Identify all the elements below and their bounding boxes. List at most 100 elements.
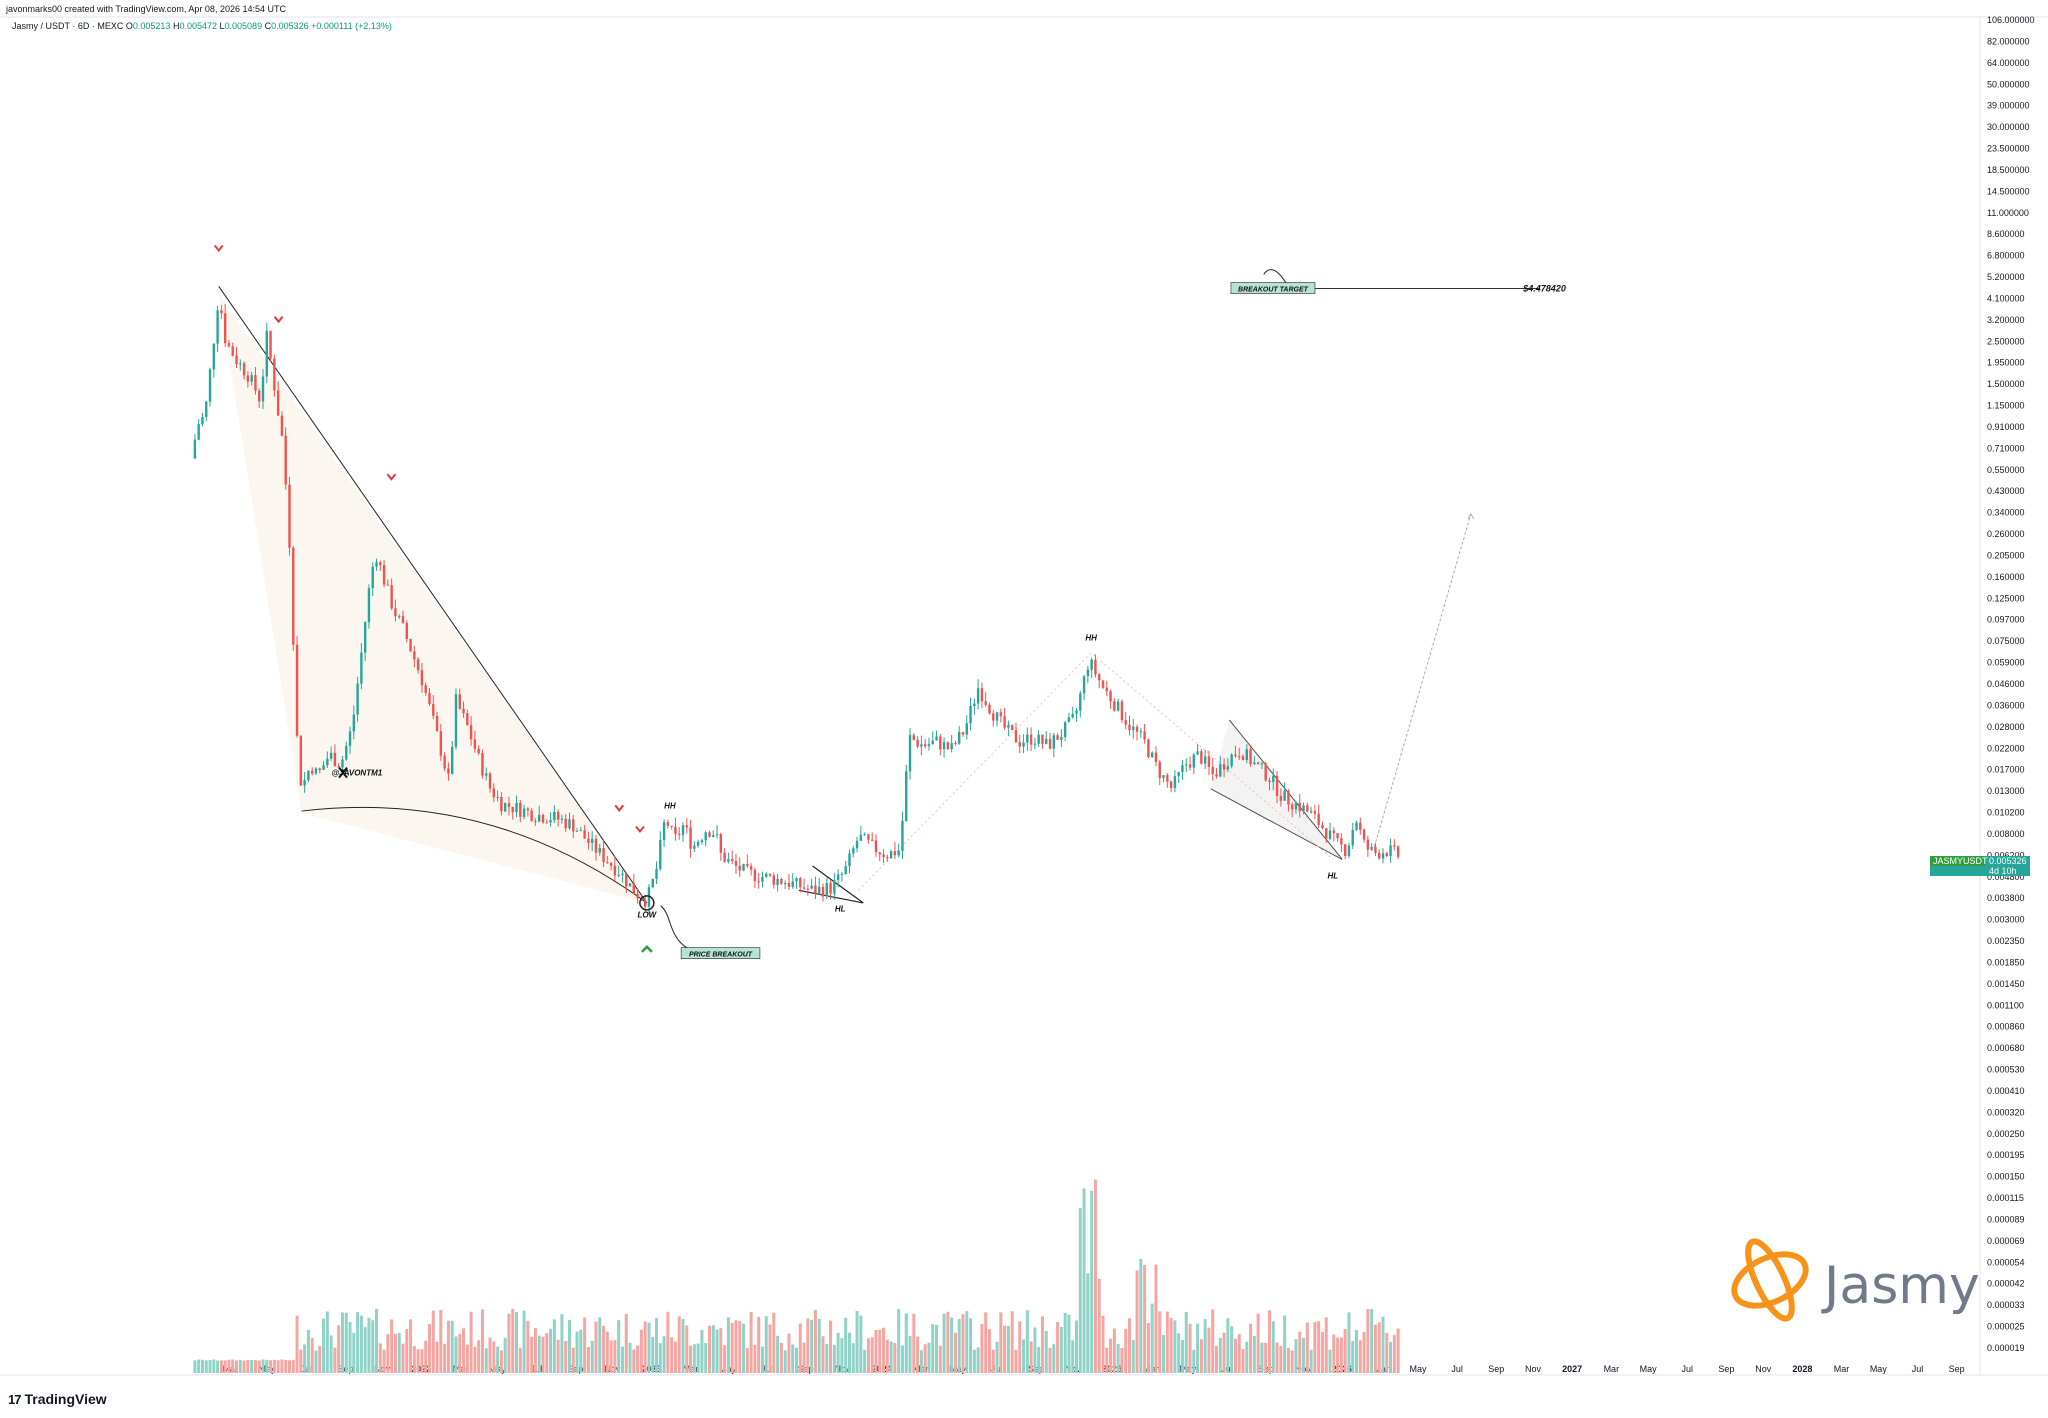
volume-bar — [522, 1310, 526, 1373]
candle-body — [458, 694, 461, 709]
candle-body — [723, 852, 726, 862]
volume-bar — [1135, 1270, 1139, 1373]
volume-bar — [655, 1318, 659, 1373]
price-axis-label: 0.000195 — [1987, 1150, 2025, 1160]
volume-bar — [734, 1320, 738, 1373]
chart-annotation: HL — [1327, 871, 1338, 880]
volume-bar — [405, 1329, 409, 1373]
candle-body — [939, 736, 942, 750]
chart-annotation: HH — [664, 802, 676, 811]
candle-body — [787, 883, 791, 887]
price-axis-label: 0.001850 — [1987, 957, 2025, 967]
candle-body — [318, 768, 321, 770]
volume-bar — [250, 1360, 254, 1373]
candle-body — [1347, 845, 1351, 857]
candle-body — [821, 886, 825, 897]
volume-bar — [863, 1349, 867, 1373]
candle-body — [1264, 763, 1267, 781]
chart-annotation: $4.478420 — [1522, 284, 1566, 294]
price-axis-label: 0.000054 — [1987, 1257, 2025, 1267]
candle-body — [1211, 766, 1214, 775]
volume-bar — [382, 1349, 386, 1373]
candle-body — [901, 821, 904, 851]
candle-body — [799, 878, 802, 888]
price-axis-label: 0.097000 — [1987, 615, 2025, 625]
candle-body — [1185, 764, 1188, 766]
candle-body — [923, 744, 927, 747]
candle-body — [893, 851, 897, 856]
volume-bar — [991, 1349, 995, 1373]
candle-body — [216, 310, 219, 344]
candle-body — [1071, 713, 1074, 718]
candle-body — [1298, 802, 1301, 812]
volume-bar — [227, 1359, 231, 1373]
candle-body — [1075, 710, 1078, 714]
volume-bar — [779, 1342, 783, 1373]
candle-body — [825, 883, 828, 897]
volume-bar — [916, 1336, 920, 1373]
candle-body — [424, 685, 427, 693]
volume-bar — [223, 1360, 227, 1373]
time-axis-label: May — [1409, 1364, 1427, 1374]
candle-body — [435, 715, 439, 732]
price-axis-label: 82.000000 — [1987, 36, 2030, 46]
volume-bar — [1241, 1349, 1245, 1373]
volume-bar — [272, 1359, 276, 1373]
volume-bar — [1082, 1188, 1086, 1373]
candle-body — [1321, 824, 1324, 829]
volume-bar — [314, 1350, 318, 1373]
volume-bar — [590, 1340, 594, 1373]
volume-bar — [1298, 1331, 1302, 1373]
volume-bar — [1279, 1345, 1283, 1373]
volume-bar — [586, 1346, 590, 1373]
volume-bar — [1150, 1303, 1154, 1373]
candle-body — [553, 811, 556, 820]
candle-body — [632, 883, 636, 894]
volume-bar — [923, 1344, 927, 1373]
volume-bar — [352, 1333, 356, 1373]
volume-bar — [348, 1322, 352, 1373]
time-axis-label: Jul — [1912, 1364, 1924, 1374]
volume-bar — [1097, 1278, 1101, 1373]
volume-bar — [1177, 1333, 1181, 1373]
volume-bar — [409, 1319, 413, 1373]
time-axis-label: Jul — [300, 1364, 312, 1374]
candle-body — [882, 854, 885, 858]
candle-body — [878, 852, 881, 855]
volume-bar — [276, 1360, 280, 1373]
volume-bar — [322, 1318, 326, 1373]
candle-body — [689, 827, 692, 849]
candle-body — [1052, 735, 1056, 749]
price-axis-label: 50.000000 — [1987, 79, 2030, 89]
candle-body — [1173, 776, 1177, 789]
volume-bar — [1014, 1349, 1018, 1373]
price-axis-label: 0.710000 — [1987, 443, 2025, 453]
candle-body — [348, 731, 352, 746]
candle-body — [246, 375, 250, 382]
volume-bar — [193, 1360, 197, 1373]
candle-body — [1374, 846, 1377, 853]
candle-body — [413, 651, 416, 660]
candle-body — [235, 355, 238, 364]
rounding-bottom-curve — [301, 806, 648, 904]
volume-bar — [1124, 1328, 1128, 1373]
volume-bar — [363, 1327, 367, 1373]
candle-body — [734, 861, 738, 866]
volume-bar — [840, 1338, 844, 1373]
volume-bar — [851, 1343, 855, 1373]
price-axis-label: 0.075000 — [1987, 636, 2025, 646]
candle-body — [1143, 731, 1146, 740]
volume-bar — [969, 1318, 973, 1373]
candle-body — [1109, 691, 1112, 702]
volume-bar — [1377, 1322, 1381, 1373]
volume-bar — [1396, 1328, 1400, 1373]
time-axis-label: Jul — [1682, 1364, 1694, 1374]
candle-body — [780, 878, 783, 884]
tradingview-logo[interactable]: 17 TradingView — [8, 1391, 107, 1407]
volume-bar — [1207, 1327, 1211, 1373]
price-axis-label: 0.160000 — [1987, 572, 2025, 582]
candle-body — [549, 819, 552, 823]
candle-body — [303, 780, 306, 786]
volume-bar — [1366, 1309, 1370, 1373]
